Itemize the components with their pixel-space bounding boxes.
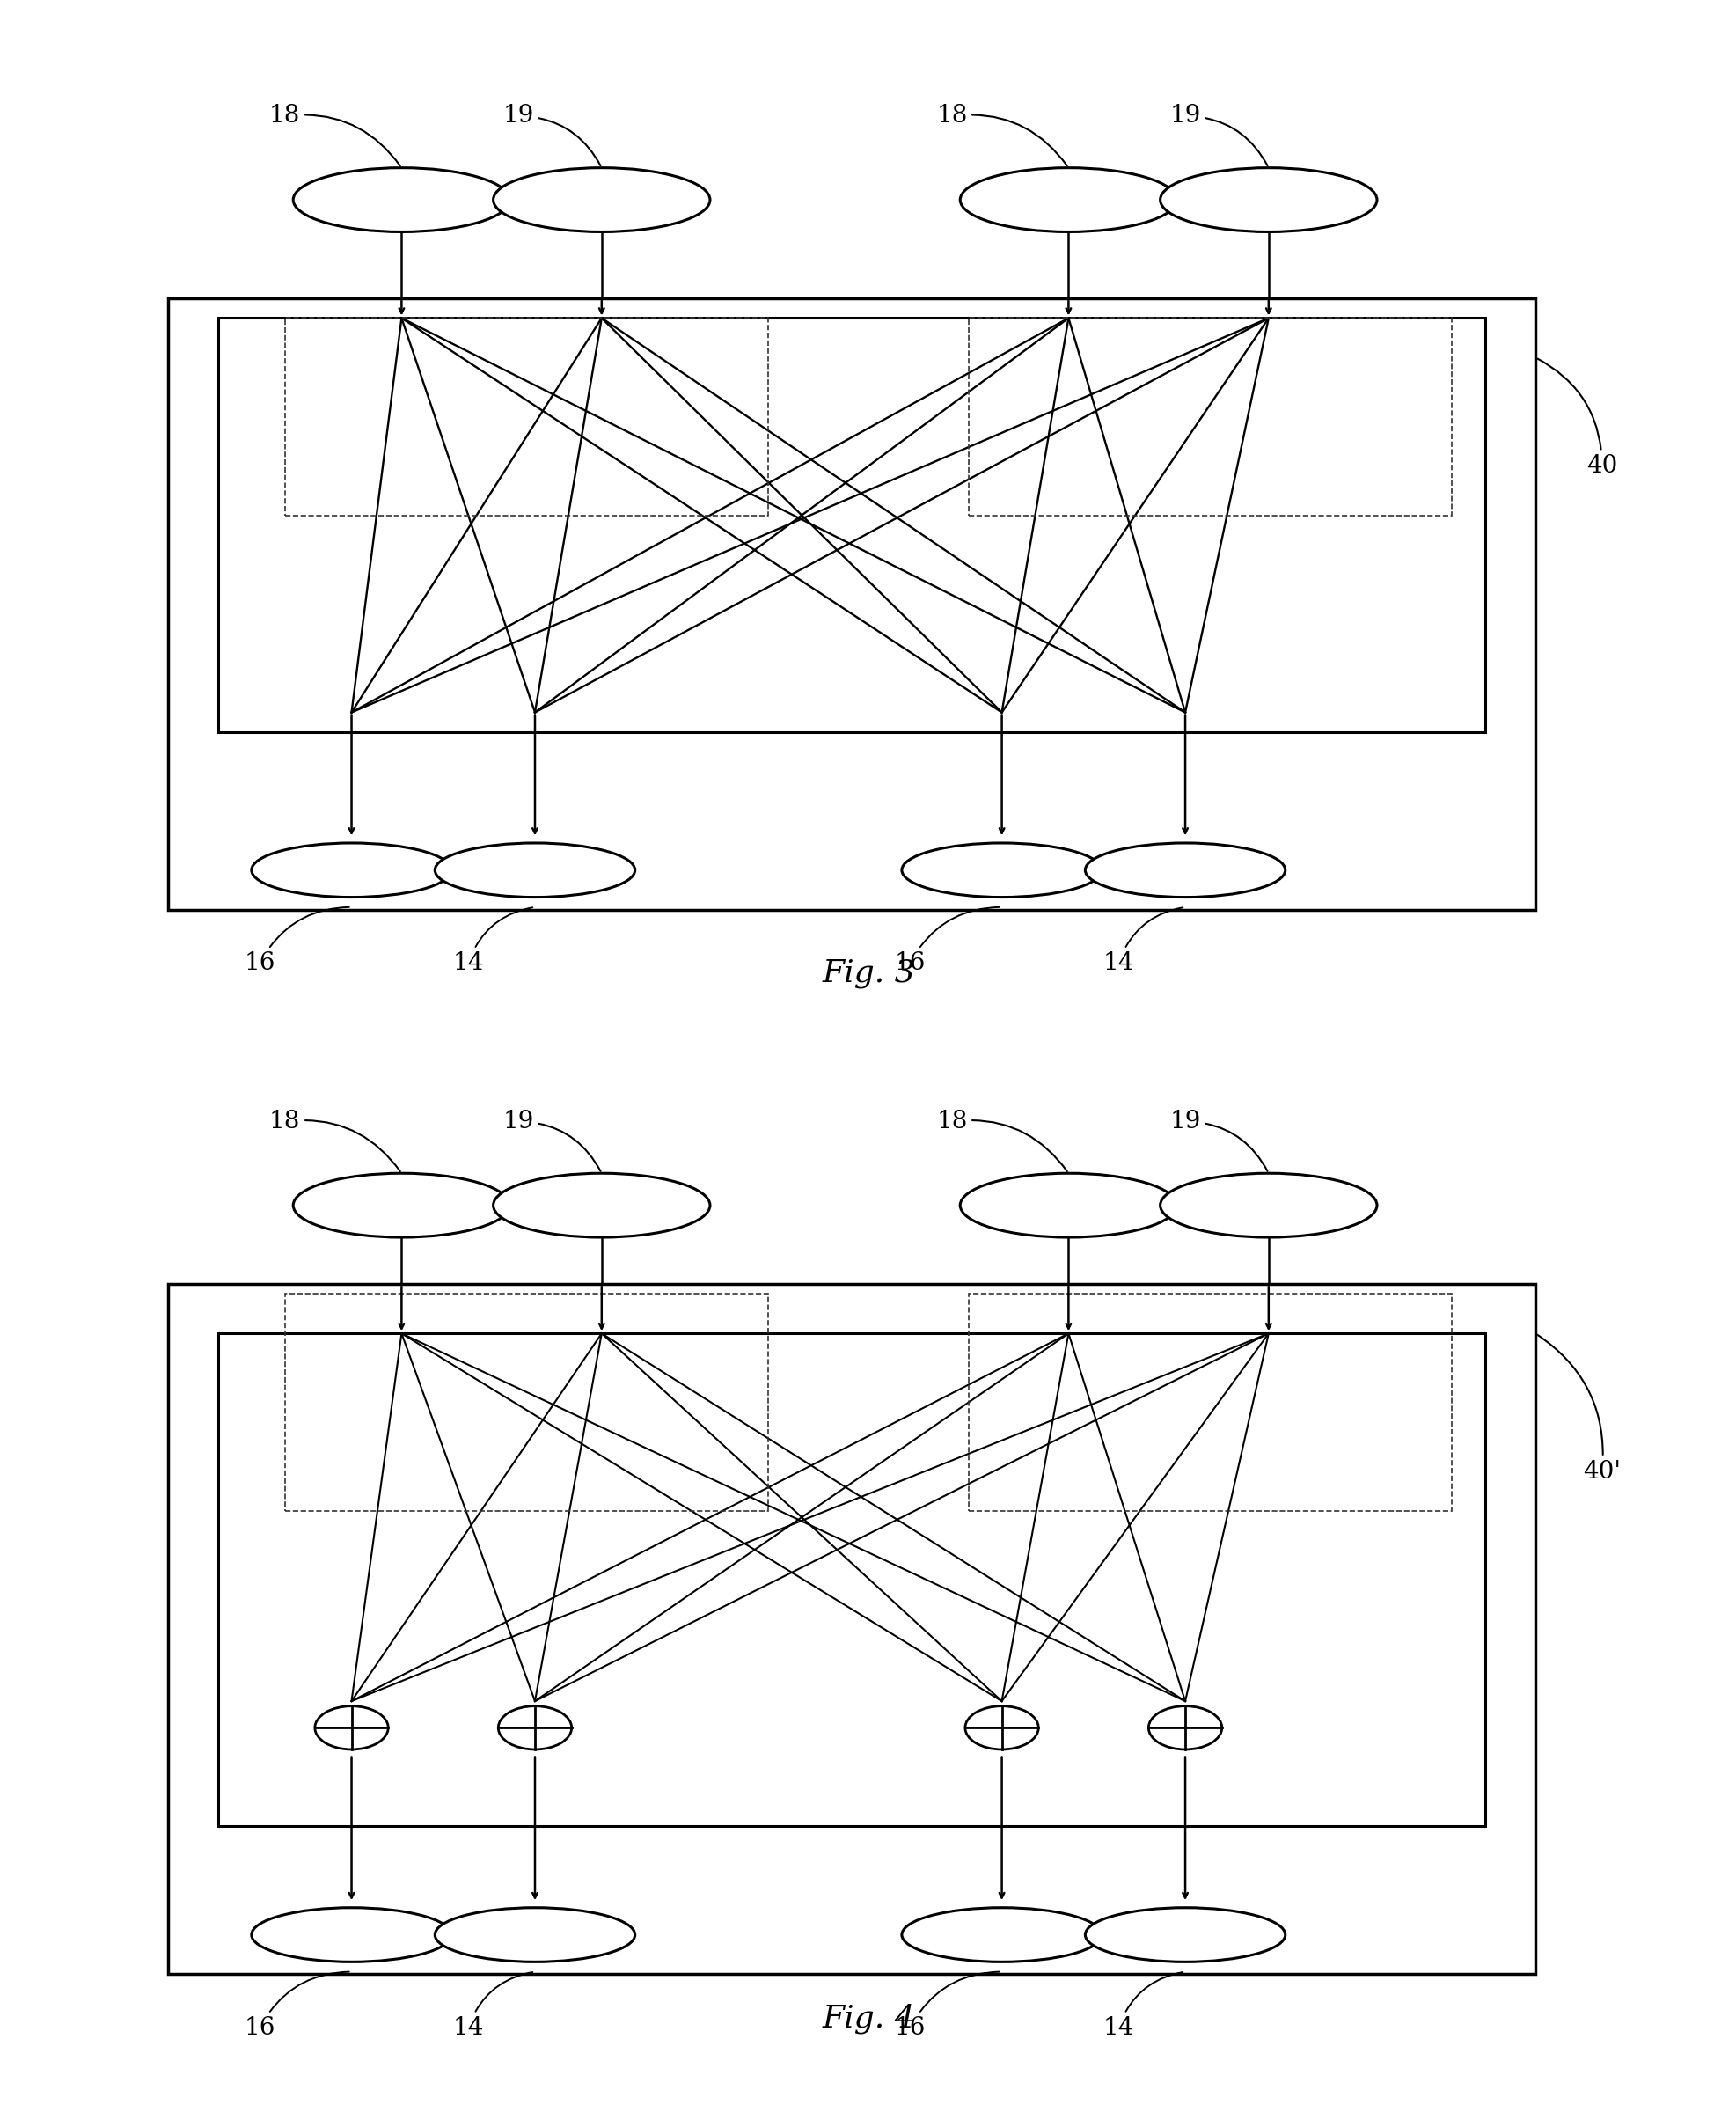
Ellipse shape: [901, 1907, 1101, 1962]
Ellipse shape: [434, 1907, 635, 1962]
Text: 14: 14: [453, 907, 533, 975]
Text: 18: 18: [936, 103, 1066, 166]
Bar: [285, 318, 767, 516]
Ellipse shape: [1085, 1907, 1285, 1962]
Text: 18: 18: [936, 1109, 1066, 1170]
Text: 19: 19: [502, 1109, 601, 1170]
Text: 16: 16: [894, 1972, 998, 2040]
Bar: [285, 1295, 767, 1511]
Text: 16: 16: [894, 907, 998, 975]
Text: 19: 19: [502, 103, 601, 166]
Ellipse shape: [1160, 1172, 1377, 1238]
Bar: [168, 1284, 1535, 1974]
Ellipse shape: [960, 1172, 1177, 1238]
Text: 18: 18: [269, 103, 399, 166]
Ellipse shape: [493, 1172, 710, 1238]
Ellipse shape: [252, 842, 451, 897]
Ellipse shape: [434, 842, 635, 897]
Ellipse shape: [293, 1172, 510, 1238]
Ellipse shape: [901, 842, 1101, 897]
Ellipse shape: [1085, 842, 1285, 897]
Text: 18: 18: [269, 1109, 399, 1170]
Text: 19: 19: [1168, 1109, 1267, 1170]
Text: Fig. 3: Fig. 3: [821, 958, 915, 989]
Text: 19: 19: [1168, 103, 1267, 166]
Text: 16: 16: [245, 907, 349, 975]
Text: 14: 14: [1102, 1972, 1182, 2040]
Bar: [219, 318, 1484, 733]
Text: 16: 16: [245, 1972, 349, 2040]
Text: Fig. 4: Fig. 4: [821, 2004, 915, 2033]
Bar: [969, 1295, 1451, 1511]
Ellipse shape: [293, 168, 510, 232]
Bar: [969, 318, 1451, 516]
Text: 40': 40': [1536, 1335, 1620, 1484]
Text: 40: 40: [1536, 358, 1616, 478]
Text: 14: 14: [1102, 907, 1182, 975]
Ellipse shape: [252, 1907, 451, 1962]
Bar: [168, 299, 1535, 909]
Text: 14: 14: [453, 1972, 533, 2040]
Ellipse shape: [1160, 168, 1377, 232]
Ellipse shape: [960, 168, 1177, 232]
Bar: [219, 1332, 1484, 1827]
Ellipse shape: [493, 168, 710, 232]
